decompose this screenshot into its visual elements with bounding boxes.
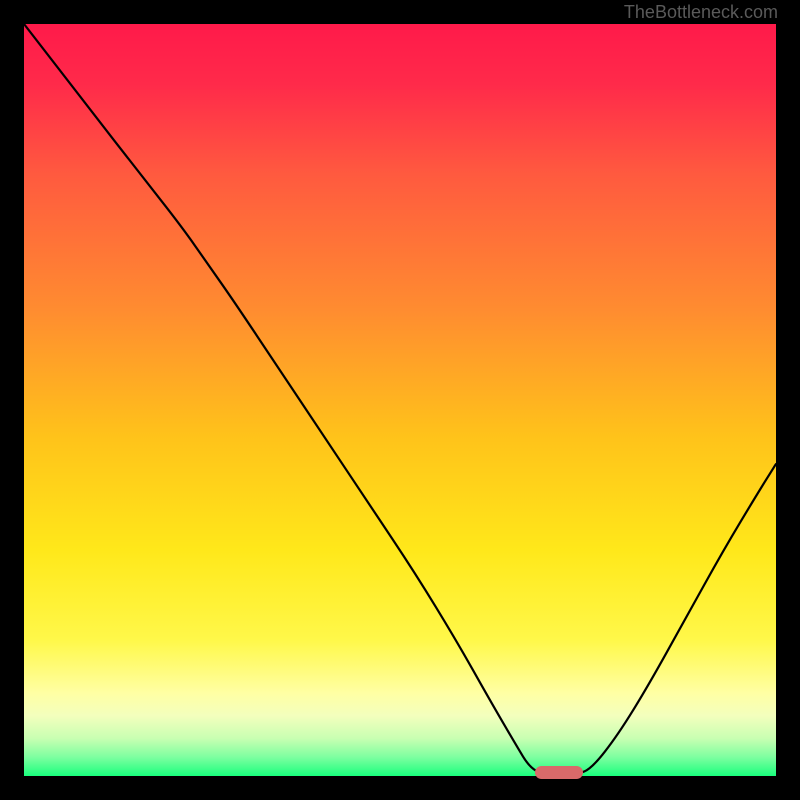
- bottleneck-chart: [24, 24, 776, 776]
- bottleneck-curve: [24, 24, 776, 776]
- optimal-range-marker: [535, 766, 583, 779]
- attribution-text: TheBottleneck.com: [624, 2, 778, 23]
